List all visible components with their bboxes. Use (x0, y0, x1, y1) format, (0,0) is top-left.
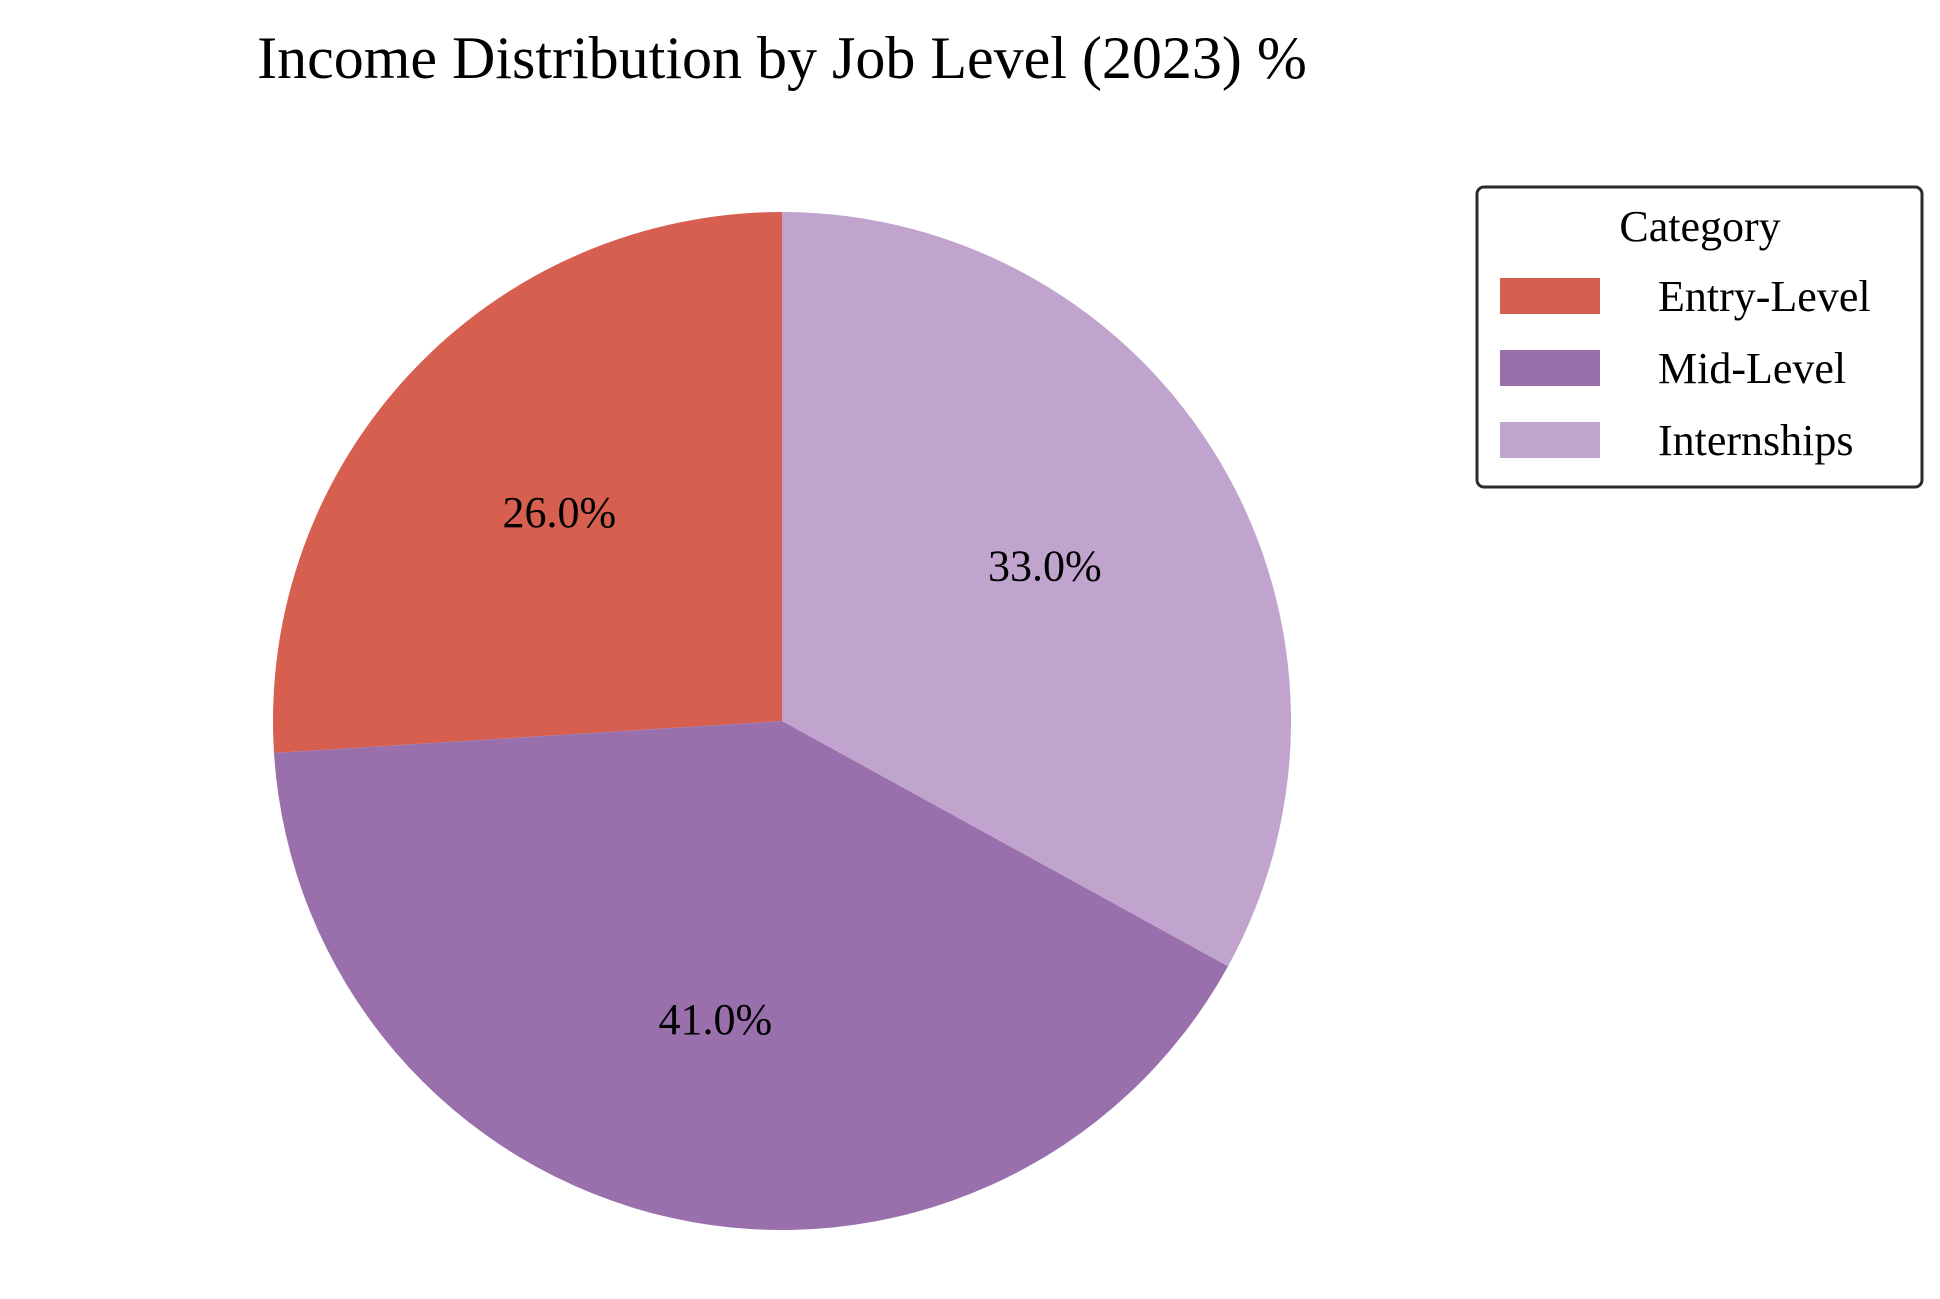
pie-slice-mid-level (274, 721, 1229, 1231)
legend-frame (1475, 185, 1924, 489)
legend-items: Entry-Level Mid-Level Internships (1500, 272, 1871, 465)
legend-label-mid-level: Mid-Level (1658, 344, 1846, 393)
chart-title: Income Distribution by Job Level (2023) … (257, 25, 1307, 91)
slice-label-entry-level: 26.0% (503, 488, 617, 537)
pie-slice-entry-level (272, 212, 782, 753)
legend: Category Entry-Level Mid-Level Internships (1475, 185, 1924, 489)
slice-label-internships: 33.0% (988, 542, 1102, 591)
legend-label-entry-level: Entry-Level (1658, 272, 1871, 321)
slice-label-mid-level: 41.0% (659, 995, 773, 1044)
legend-swatch-entry-level (1500, 278, 1600, 314)
pie-slice-internships (782, 212, 1291, 967)
pie-slices (272, 212, 1291, 1231)
legend-label-internships: Internships (1658, 416, 1854, 465)
pie-slice-labels: 26.0% 41.0% 33.0% (503, 488, 1102, 1044)
legend-swatch-mid-level (1500, 350, 1600, 386)
legend-swatch-internships (1500, 422, 1600, 458)
legend-title: Category (1619, 202, 1780, 251)
